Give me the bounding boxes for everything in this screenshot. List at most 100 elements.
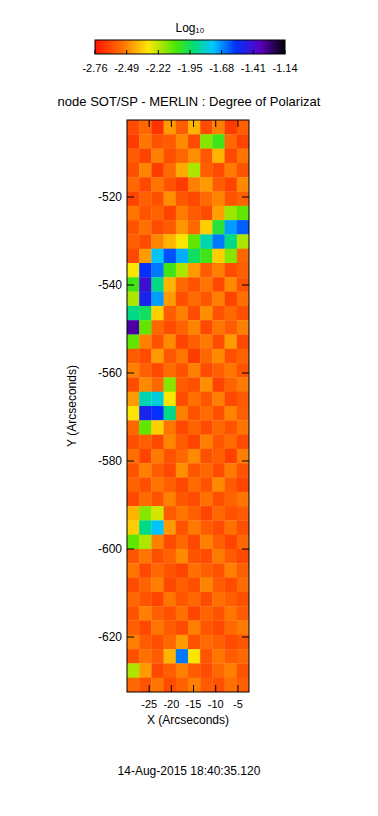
cell [225,649,238,664]
x-tick-label: -5 [233,698,243,710]
cell [237,163,249,178]
colorbar-tick [285,50,286,54]
cell [164,621,177,636]
cell [188,234,201,249]
cell [176,220,189,235]
cell [225,292,238,307]
cell [139,563,152,578]
cell [237,363,249,378]
cell [200,277,213,292]
cell [176,177,189,192]
y-tick [242,549,249,550]
cell [139,578,152,593]
cell [151,592,164,607]
cell [237,535,249,550]
cell [237,306,249,321]
cell [225,320,238,335]
cell [164,392,177,407]
cell [164,234,177,249]
cell [139,621,152,636]
chart: Log₁₀-2.76-2.49-2.22-1.95-1.68-1.41-1.14… [0,0,378,816]
cell [200,449,213,464]
cell [127,249,140,264]
x-axis-label: X (Arcseconds) [147,713,229,727]
cell [164,220,177,235]
cell [127,163,140,178]
cell [188,249,201,264]
cell [176,606,189,621]
cell [164,163,177,178]
cell [164,363,177,378]
x-tick [215,120,216,127]
cell [176,435,189,450]
cell [237,220,249,235]
x-tick [149,685,150,692]
cell [200,663,213,678]
cell [200,621,213,636]
cell [212,249,225,264]
cell [212,506,225,521]
cell [200,306,213,321]
cell [127,606,140,621]
y-tick [242,637,249,638]
cell [237,335,249,350]
cell [176,478,189,493]
cell [200,163,213,178]
cell [237,478,249,493]
cell [225,120,238,135]
colorbar-tick [190,50,191,54]
cell [139,449,152,464]
cell [212,392,225,407]
colorbar-label: Log₁₀ [175,21,204,35]
cell [127,263,140,278]
cell [151,163,164,178]
cell [225,449,238,464]
cell [151,435,164,450]
cell [200,592,213,607]
x-tick [215,685,216,692]
cell [188,478,201,493]
cell [176,134,189,149]
cell [212,149,225,164]
cell [164,206,177,221]
cell [212,578,225,593]
cell [225,234,238,249]
y-tick [242,197,249,198]
cell [200,520,213,535]
cell [164,506,177,521]
cell [151,606,164,621]
cell [139,535,152,550]
cell [151,192,164,207]
date: 14-Aug-2015 18:40:35.120 [118,764,261,778]
y-tick [242,373,249,374]
cell [188,649,201,664]
cell [151,349,164,364]
cell [151,506,164,521]
cell [151,149,164,164]
background [0,0,378,816]
cell [237,320,249,335]
cell [164,578,177,593]
cell [151,621,164,636]
cell [225,220,238,235]
cell [127,177,140,192]
cell [200,349,213,364]
colorbar-tick-label: -2.22 [146,62,171,74]
cell [212,234,225,249]
cell [212,621,225,636]
y-tick [242,461,249,462]
cell [164,292,177,307]
cell [212,177,225,192]
cell [225,535,238,550]
cell [164,249,177,264]
cell [225,492,238,507]
cell [164,635,177,650]
cell [176,578,189,593]
y-tick-label: -600 [98,542,122,556]
cell [127,306,140,321]
cell [151,377,164,392]
cell [200,463,213,478]
cell [164,649,177,664]
cell [200,363,213,378]
cell [176,335,189,350]
